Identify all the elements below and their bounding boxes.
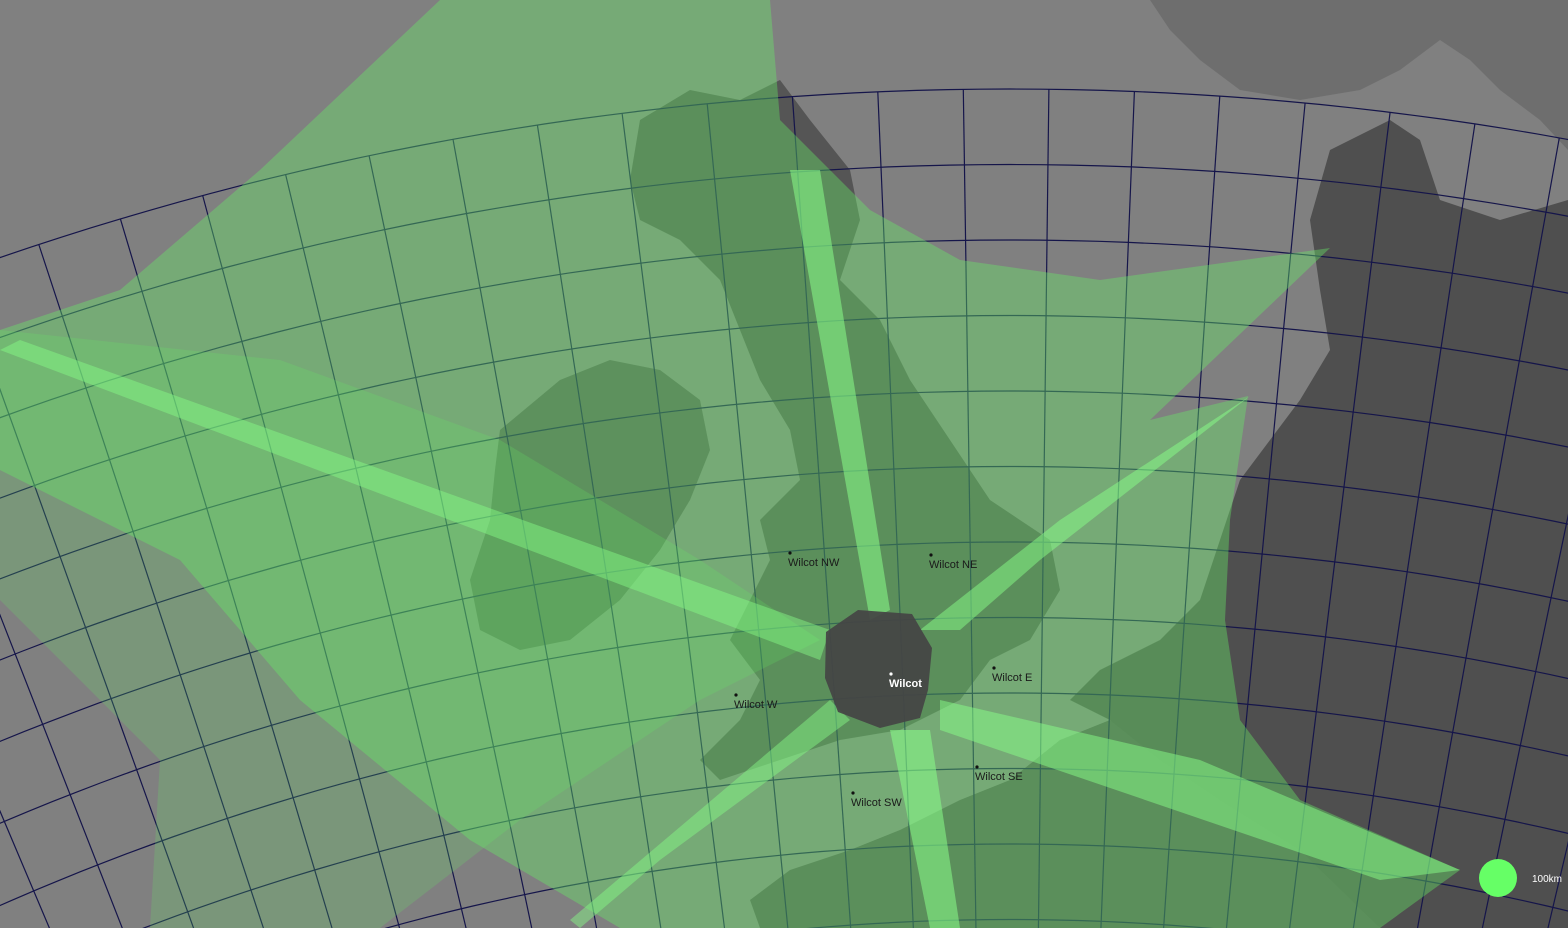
station-label: Wilcot <box>889 678 922 690</box>
station-marker <box>975 765 979 769</box>
station-label: Wilcot SE <box>975 771 1023 783</box>
station-label: Wilcot SW <box>851 797 902 809</box>
grid-meridian-line <box>38 244 265 928</box>
grid-meridian-line <box>1289 112 1391 928</box>
station-label: Wilcot NW <box>788 557 840 569</box>
grid-meridian-line <box>1352 123 1476 928</box>
beam-north <box>790 170 890 620</box>
grid-meridian-line <box>368 155 533 928</box>
beam-southeast <box>940 700 1460 880</box>
grid-latitude-line <box>384 843 1568 928</box>
beam-west <box>0 340 830 660</box>
land-continent <box>1070 120 1568 928</box>
grid-meridian-line <box>1481 513 1568 928</box>
station-wilcot-ne[interactable]: Wilcot NE <box>929 553 977 571</box>
radar-coverage <box>0 0 1460 928</box>
beam-northeast <box>920 396 1250 630</box>
grid-latitude-line <box>142 767 1568 928</box>
station-label: Wilcot W <box>734 699 778 711</box>
station-marker <box>851 791 855 795</box>
station-marker <box>788 551 792 555</box>
grid-latitude-line <box>0 163 1568 339</box>
grid-meridian-line <box>1225 102 1306 928</box>
station-marker <box>734 693 738 697</box>
grid-meridian-line <box>285 174 467 928</box>
scale-label: 100km <box>1532 874 1562 885</box>
scale-circle <box>1479 859 1517 897</box>
grid-meridian-line <box>1037 89 1050 928</box>
beam-southwest <box>570 700 850 928</box>
grid-latitude-line <box>0 314 1568 499</box>
beam-south <box>890 730 960 928</box>
grid-meridian-line <box>1100 91 1135 928</box>
coverage-west-fan <box>0 330 820 928</box>
grid-meridian-line <box>0 387 195 928</box>
grid-meridian-line <box>962 89 977 928</box>
station-marker <box>992 666 996 670</box>
grid-meridian-line <box>536 125 662 928</box>
coverage-main <box>0 0 1460 928</box>
station-marker <box>889 672 893 676</box>
grid-latitude-line <box>0 541 1568 743</box>
station-wilcot-sw[interactable]: Wilcot SW <box>851 791 902 809</box>
grid-meridian-line <box>0 613 123 928</box>
station-label: Wilcot NE <box>929 559 977 571</box>
scale-indicator: 100km <box>1479 859 1562 897</box>
station-label: Wilcot E <box>992 672 1032 684</box>
grid-meridian-line <box>0 809 51 928</box>
grid-latitude-line <box>0 616 1568 824</box>
grid-latitude-line <box>0 692 1568 907</box>
grid-meridian-line <box>621 113 726 928</box>
grid-meridian-line <box>119 218 333 928</box>
grid-meridian-line <box>452 139 598 928</box>
station-wilcot-e[interactable]: Wilcot E <box>992 666 1032 684</box>
grid-latitude-line <box>0 465 1568 661</box>
blind-zone <box>825 610 932 728</box>
land-scandinavia <box>1150 0 1568 150</box>
grid-meridian-line <box>1416 137 1560 928</box>
station-wilcot[interactable]: Wilcot <box>889 672 922 690</box>
grid-latitude-line <box>0 88 1568 259</box>
grid-meridian-line <box>706 103 789 928</box>
grid-latitude-line <box>0 239 1568 419</box>
grid-meridian-line <box>202 195 401 928</box>
graticule-grid <box>0 88 1568 928</box>
station-wilcot-se[interactable]: Wilcot SE <box>975 765 1023 783</box>
grid-latitude-line <box>0 390 1568 580</box>
station-wilcot-w[interactable]: Wilcot W <box>734 693 778 711</box>
stations: Wilcot Wilcot NW Wilcot NE Wilcot E Wilc… <box>734 551 1032 809</box>
station-wilcot-nw[interactable]: Wilcot NW <box>788 551 840 569</box>
land-france <box>750 720 1380 928</box>
station-marker <box>929 553 933 557</box>
grid-meridian-line <box>1163 96 1221 928</box>
